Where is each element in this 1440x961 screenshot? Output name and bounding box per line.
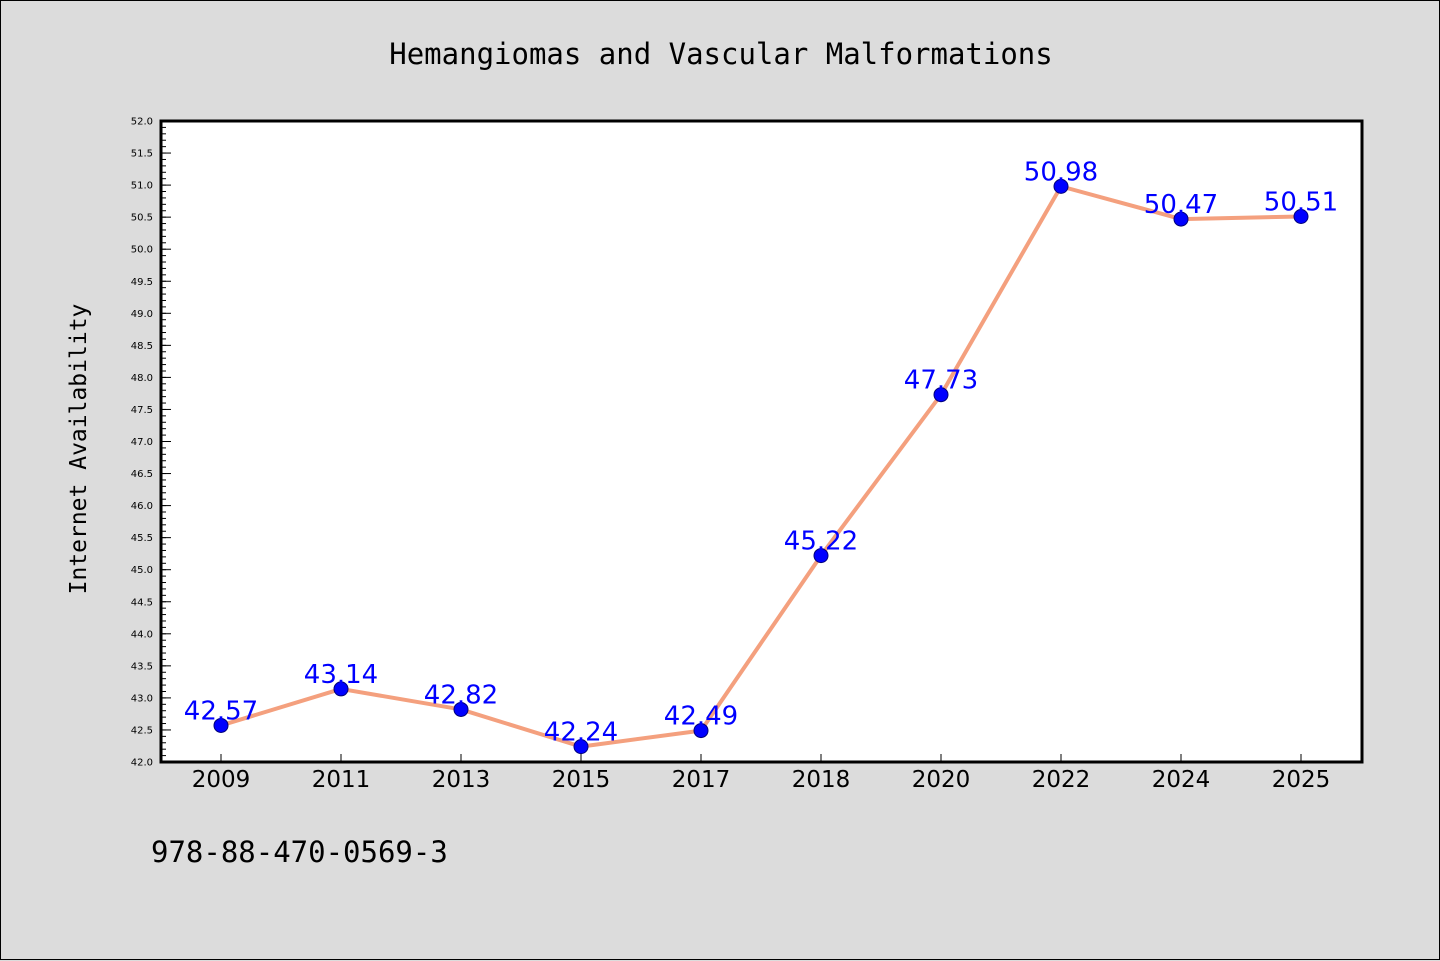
y-tick-label: 44.0 (131, 629, 153, 640)
data-point (213, 717, 229, 733)
data-point (573, 739, 589, 755)
data-point (933, 387, 949, 403)
y-tick-label: 51.5 (131, 149, 153, 160)
series-line (219, 184, 1303, 749)
x-tick-label: 2022 (1032, 767, 1091, 793)
data-label: 42.82 (424, 680, 498, 710)
x-tick-label: 2013 (432, 767, 491, 793)
x-tick-label: 2011 (312, 767, 371, 793)
data-label: 50.47 (1144, 190, 1218, 220)
data-point (693, 723, 709, 739)
y-tick-label: 47.5 (131, 405, 153, 416)
x-tick-label: 2009 (192, 767, 251, 793)
data-label: 47.73 (904, 366, 978, 396)
y-tick-label: 49.0 (131, 309, 153, 320)
y-tick-label: 45.0 (131, 565, 153, 576)
x-tick-label: 2015 (552, 767, 611, 793)
data-label: 45.22 (784, 527, 858, 557)
x-tick-label: 2025 (1272, 767, 1331, 793)
x-tick-label: 2017 (672, 767, 731, 793)
x-tick-label: 2018 (792, 767, 851, 793)
y-tick-label: 43.5 (131, 661, 153, 672)
data-point (453, 701, 469, 717)
y-tick-label: 46.5 (131, 469, 153, 480)
data-point (1173, 211, 1189, 227)
x-axis-ticks: 2009 2011 2013 2015 2017 2018 2020 2022 2024 2025 (192, 754, 1331, 793)
data-labels: 42.57 43.14 42.82 42.24 42.49 45.22 47.73 50.98… (184, 157, 1338, 747)
series-markers (213, 178, 1309, 755)
data-point (813, 548, 829, 564)
data-point (333, 681, 349, 697)
data-point (1293, 209, 1309, 225)
y-tick-label: 48.0 (131, 373, 153, 384)
y-tick-label: 50.5 (131, 213, 153, 224)
x-tick-label: 2020 (912, 767, 971, 793)
y-tick-label: 48.5 (131, 341, 153, 352)
y-tick-label: 52.0 (131, 117, 153, 128)
data-label: 50.98 (1024, 157, 1098, 187)
plot-area (161, 121, 1362, 762)
data-label: 50.51 (1264, 188, 1338, 218)
data-label: 42.57 (184, 696, 258, 726)
y-tick-label: 49.5 (131, 277, 153, 288)
y-tick-label: 47.0 (131, 437, 153, 448)
data-label: 42.49 (664, 702, 738, 732)
y-tick-label: 42.5 (131, 725, 153, 736)
y-tick-label: 45.5 (131, 533, 153, 544)
y-axis-ticks: 42.0 42.5 43.0 43.5 44.0 44.5 45.0 45.5 46.0 46.5… (131, 117, 171, 769)
data-label: 43.14 (304, 660, 378, 690)
x-tick-label: 2024 (1152, 767, 1211, 793)
y-tick-label: 44.5 (131, 597, 153, 608)
isbn-annotation: 978-88-470-0569-3 (151, 835, 448, 869)
data-label: 42.24 (544, 718, 618, 748)
plot-frame (159, 119, 1364, 764)
y-tick-label: 50.0 (131, 245, 153, 256)
y-tick-label: 43.0 (131, 693, 153, 704)
y-tick-label: 42.0 (131, 758, 153, 769)
y-tick-label: 51.0 (131, 181, 153, 192)
data-point (1053, 178, 1069, 194)
chart-title: Hemangiomas and Vascular Malformations (389, 37, 1053, 71)
y-tick-label: 46.0 (131, 501, 153, 512)
